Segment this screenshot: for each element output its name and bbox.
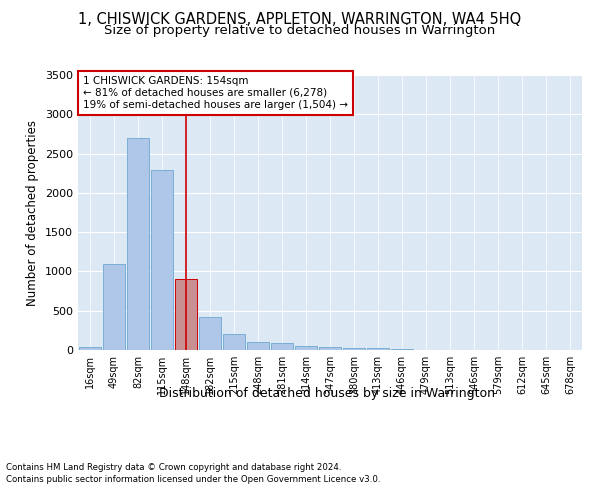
Bar (151, 170, 173, 350)
Bar (103, 264, 125, 350)
Bar (223, 334, 245, 350)
Bar (295, 346, 317, 350)
Bar (367, 348, 389, 350)
Bar (175, 280, 197, 350)
Text: Size of property relative to detached houses in Warrington: Size of property relative to detached ho… (104, 24, 496, 37)
Text: 1 CHISWICK GARDENS: 154sqm
← 81% of detached houses are smaller (6,278)
19% of s: 1 CHISWICK GARDENS: 154sqm ← 81% of deta… (83, 76, 348, 110)
Y-axis label: Number of detached properties: Number of detached properties (26, 120, 40, 306)
Bar (271, 343, 293, 350)
Text: Distribution of detached houses by size in Warrington: Distribution of detached houses by size … (159, 388, 495, 400)
Bar (127, 138, 149, 350)
Bar (247, 342, 269, 350)
Bar (343, 348, 365, 350)
Bar (391, 349, 413, 350)
Bar (199, 318, 221, 350)
Bar (79, 347, 101, 350)
Text: 1, CHISWICK GARDENS, APPLETON, WARRINGTON, WA4 5HQ: 1, CHISWICK GARDENS, APPLETON, WARRINGTO… (79, 12, 521, 28)
Text: Contains HM Land Registry data © Crown copyright and database right 2024.: Contains HM Land Registry data © Crown c… (6, 462, 341, 471)
Text: Contains public sector information licensed under the Open Government Licence v3: Contains public sector information licen… (6, 475, 380, 484)
Bar (319, 347, 341, 350)
